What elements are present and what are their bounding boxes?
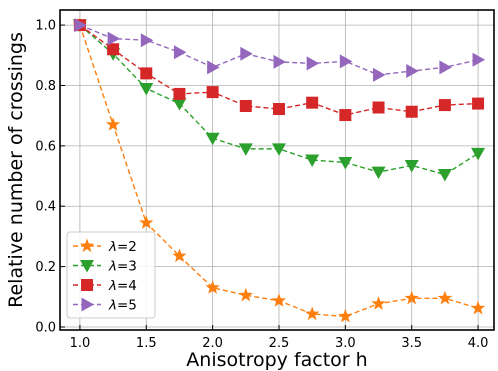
legend-label-symbol: λ — [108, 278, 117, 294]
data-point — [173, 88, 185, 100]
data-point — [338, 157, 352, 170]
data-point — [240, 100, 252, 112]
data-point — [239, 288, 253, 302]
legend-label-symbol: λ — [108, 298, 117, 314]
data-point — [438, 291, 452, 305]
legend-marker — [81, 279, 93, 291]
data-point — [307, 56, 320, 70]
x-tick-label: 1.5 — [136, 336, 157, 351]
data-point — [371, 296, 385, 310]
y-tick-label: 0.6 — [35, 139, 56, 154]
data-point — [472, 98, 484, 110]
data-point — [172, 98, 186, 111]
y-tick-label: 0.2 — [35, 260, 56, 275]
data-point — [340, 54, 353, 68]
y-tick-label: 0.4 — [35, 200, 56, 215]
data-point — [272, 143, 286, 156]
legend-label-value: =2 — [117, 239, 137, 255]
series-3 — [74, 18, 485, 82]
data-point — [339, 109, 351, 121]
data-point — [273, 103, 285, 115]
data-point — [373, 68, 386, 82]
data-point — [239, 143, 253, 156]
data-point — [273, 55, 286, 69]
legend: λ=2λ=3λ=4λ=5 — [67, 232, 155, 318]
legend-label-symbol: λ — [108, 239, 117, 255]
data-point — [207, 60, 220, 74]
legend-label-symbol: λ — [108, 259, 117, 275]
y-tick-label: 0.0 — [35, 320, 56, 335]
legend-label-value: =3 — [117, 259, 137, 275]
data-point — [139, 83, 153, 96]
data-point — [140, 67, 152, 79]
legend-label: λ=2 — [108, 239, 137, 255]
y-tick-label: 0.8 — [35, 79, 56, 94]
data-point — [240, 47, 253, 61]
legend-label-value: =5 — [117, 298, 137, 314]
y-axis-label: Relative number of crossings — [5, 32, 27, 308]
data-point — [406, 106, 418, 118]
data-point — [107, 43, 119, 55]
data-point — [106, 117, 120, 131]
data-point — [174, 45, 187, 59]
legend-label-value: =4 — [117, 278, 137, 294]
data-point — [406, 64, 419, 78]
data-point — [471, 148, 485, 161]
legend-label: λ=5 — [108, 298, 137, 314]
data-point — [306, 97, 318, 109]
x-tick-label: 4.0 — [468, 336, 489, 351]
x-tick-label: 3.5 — [401, 336, 422, 351]
data-point — [207, 86, 219, 98]
x-axis-label: Anisotropy factor h — [186, 349, 367, 371]
data-point — [305, 307, 319, 321]
data-point — [373, 102, 385, 114]
data-point — [372, 167, 386, 180]
legend-label: λ=3 — [108, 259, 137, 275]
data-point — [473, 53, 486, 67]
legend-label: λ=4 — [108, 278, 137, 294]
data-point — [141, 33, 154, 47]
x-tick-label: 1.0 — [70, 336, 91, 351]
y-tick-label: 1.0 — [35, 19, 56, 34]
data-point — [439, 60, 452, 74]
data-point — [206, 133, 220, 146]
data-point — [439, 99, 451, 111]
data-point — [438, 169, 452, 182]
